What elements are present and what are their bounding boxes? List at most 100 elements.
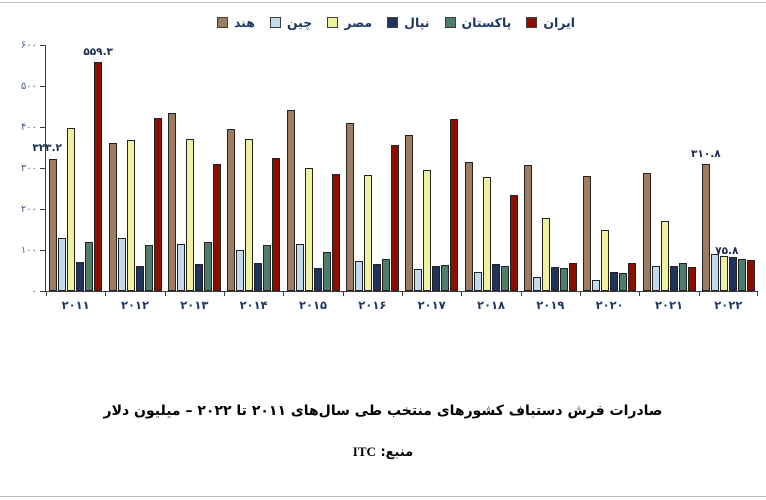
bar-series0-cat3 <box>227 129 236 291</box>
bar-series1-cat5 <box>354 260 363 291</box>
y-axis-tick <box>40 167 45 169</box>
bar-series1-cat9 <box>592 279 601 291</box>
legend-label: نپال <box>404 15 430 30</box>
bar-series1-cat8 <box>532 276 541 291</box>
bar-series0-cat7 <box>464 161 473 291</box>
legend-swatch-icon <box>216 17 228 28</box>
bar-series4-cat10 <box>678 263 687 291</box>
bar-series4-cat3 <box>263 245 272 291</box>
y-axis-tick <box>40 208 45 210</box>
data-label: ۷۵.۸ <box>715 244 739 257</box>
legend-entry-0: هند <box>216 15 255 30</box>
x-axis-tick <box>46 291 47 296</box>
bar-series5-cat1 <box>153 117 162 291</box>
y-axis-label: ۲۰۰ <box>20 204 37 215</box>
bar-series1-cat1 <box>117 237 126 291</box>
y-axis-label: ۰ <box>31 286 37 297</box>
legend-swatch-icon <box>327 17 339 28</box>
legend-label: ایران <box>543 15 576 30</box>
bar-series0-cat8 <box>523 164 532 291</box>
x-axis-tick <box>164 291 166 296</box>
bar-series2-cat2 <box>185 138 194 291</box>
bar-series5-cat2 <box>212 163 221 291</box>
legend-entry-5: ایران <box>526 15 575 30</box>
bar-series5-cat0 <box>94 61 103 291</box>
bar-series4-cat8 <box>559 268 568 291</box>
legend-swatch-icon <box>387 17 399 28</box>
chart-plot-area: ۰ ۱۰۰ ۲۰۰ ۳۰۰ ۴۰۰ ۵۰۰ ۶۰۰ ۲۰۱۱ ۲۰۱۲ ۲۰۱۳ ۲۰۱۴ ۲۰۱۵ ۲… <box>21 40 758 312</box>
bar-series2-cat0 <box>67 127 76 291</box>
source-value: ITC <box>352 444 376 459</box>
bar-series4-cat4 <box>322 252 331 291</box>
x-axis-year-label: ۲۰۱۸ <box>476 298 506 312</box>
bar-series3-cat3 <box>254 263 263 291</box>
x-axis-tick <box>105 291 107 296</box>
bar-series0-cat4 <box>286 109 295 291</box>
y-axis-tick <box>40 85 45 87</box>
x-axis-year-label: ۲۰۲۰ <box>595 298 624 312</box>
data-label: ۳۱۰.۸ <box>691 147 721 160</box>
bar-series0-cat6 <box>405 135 414 291</box>
bar-series0-cat0 <box>49 158 58 291</box>
bar-series1-cat4 <box>295 243 304 291</box>
bar-series3-cat9 <box>610 271 619 291</box>
bar-series3-cat11 <box>728 257 737 291</box>
x-axis-year-label: ۲۰۱۴ <box>239 298 268 312</box>
bar-series5-cat5 <box>390 145 399 291</box>
bar-series5-cat7 <box>509 195 518 291</box>
y-axis-tick <box>40 290 45 292</box>
bar-series4-cat1 <box>144 245 153 291</box>
x-axis-tick <box>580 291 581 296</box>
x-axis-tick <box>224 291 225 296</box>
bar-series1-cat3 <box>236 250 245 291</box>
y-axis-label: ۵۰۰ <box>20 81 37 92</box>
bar-series2-cat8 <box>541 218 550 291</box>
bar-series2-cat3 <box>245 138 254 291</box>
bar-series3-cat4 <box>313 267 322 291</box>
bar-series2-cat4 <box>304 168 313 291</box>
bar-series5-cat4 <box>331 174 340 291</box>
y-axis-label: ۶۰۰ <box>20 40 37 51</box>
page-border-top <box>0 2 766 3</box>
bar-series1-cat2 <box>176 243 185 291</box>
bar-series0-cat1 <box>108 143 117 291</box>
bar-series4-cat11 <box>737 259 746 291</box>
bar-series3-cat2 <box>194 264 203 291</box>
x-axis-tick <box>461 291 463 296</box>
x-axis-tick <box>402 291 403 296</box>
y-axis-tick <box>40 44 45 46</box>
x-axis-year-label: ۲۰۱۵ <box>298 298 328 312</box>
chart-caption: صادرات فرش دستباف کشورهای منتخب طی سال‌ه… <box>103 403 663 419</box>
legend-entry-4: پاکستان <box>444 15 512 30</box>
legend-swatch-icon <box>526 17 538 28</box>
x-axis-year-label: ۲۰۱۷ <box>417 298 446 312</box>
bar-series5-cat3 <box>272 157 281 291</box>
x-axis-year-label: ۲۰۲۱ <box>654 298 684 312</box>
bar-series2-cat7 <box>482 177 491 291</box>
legend-entry-2: مصر <box>327 15 372 30</box>
bar-series4-cat5 <box>381 259 390 291</box>
legend-swatch-icon <box>269 17 281 28</box>
x-axis-tick <box>342 291 344 296</box>
bar-series2-cat10 <box>660 221 669 291</box>
x-axis-tick <box>520 291 522 296</box>
data-label: ۳۲۳.۲ <box>32 142 62 155</box>
bar-series0-cat10 <box>642 172 651 291</box>
bar-series1-cat0 <box>58 237 67 291</box>
y-axis-label: ۴۰۰ <box>20 122 37 133</box>
legend-entry-3: نپال <box>387 15 430 30</box>
bar-series3-cat10 <box>669 265 678 291</box>
bar-series1-cat6 <box>414 269 423 291</box>
bar-series3-cat7 <box>491 264 500 291</box>
data-label: ۵۵۹.۳ <box>83 45 113 58</box>
legend-label: پاکستان <box>461 15 512 30</box>
legend-swatch-icon <box>444 17 456 28</box>
bar-series2-cat1 <box>126 140 135 291</box>
bar-series2-cat9 <box>601 229 610 291</box>
bar-series0-cat2 <box>167 112 176 291</box>
bar-series5-cat9 <box>628 263 637 291</box>
bar-series2-cat6 <box>423 170 432 291</box>
y-axis-tick <box>40 126 45 128</box>
bar-series4-cat7 <box>500 266 509 291</box>
